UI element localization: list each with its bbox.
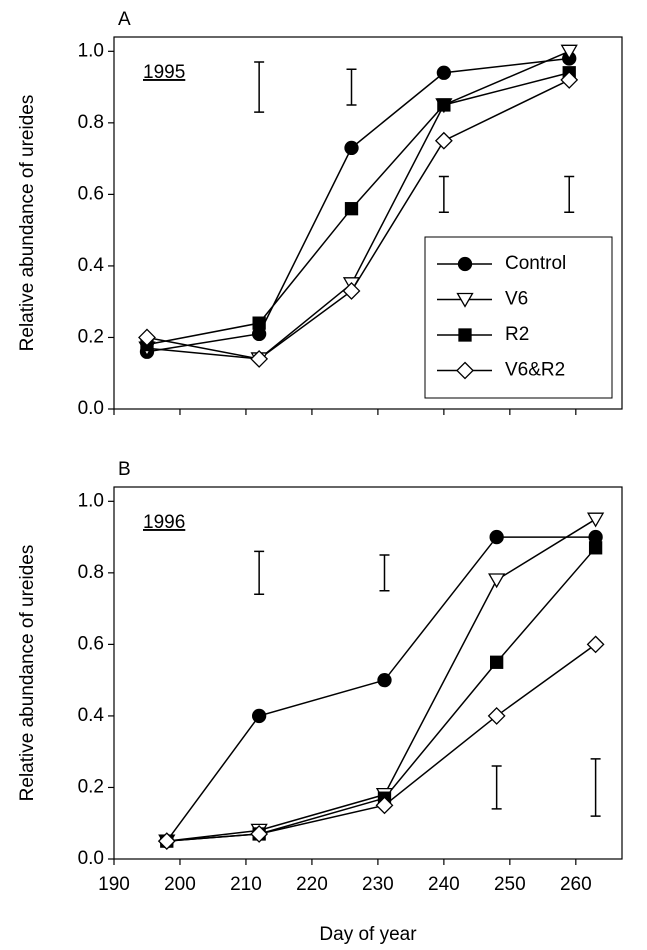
legend-label: Control xyxy=(505,253,566,274)
error-bar xyxy=(590,758,601,817)
marker xyxy=(434,131,453,150)
x-axis-label: Day of year xyxy=(319,924,417,945)
marker xyxy=(251,708,267,724)
marker xyxy=(377,673,392,688)
marker xyxy=(344,140,359,156)
marker xyxy=(487,707,506,725)
marker xyxy=(586,512,605,528)
error-bar xyxy=(438,175,449,214)
error-bar xyxy=(491,765,502,810)
x-tick-label: 200 xyxy=(164,874,196,895)
legend-label: V6 xyxy=(505,289,528,310)
legend-marker xyxy=(456,361,474,380)
plot-frame xyxy=(113,36,623,410)
marker xyxy=(138,328,156,347)
legend-label: V6&R2 xyxy=(505,360,565,381)
x-tick-label: 190 xyxy=(98,874,130,895)
y-tick-label: 0.2 xyxy=(78,776,104,797)
plot-frame xyxy=(113,486,623,860)
legend-marker xyxy=(457,256,473,272)
marker xyxy=(488,573,506,589)
panel-label: B xyxy=(118,459,131,480)
marker xyxy=(489,655,504,669)
y-tick-label: 0.8 xyxy=(78,562,104,583)
marker xyxy=(252,316,266,330)
y-tick-label: 1.0 xyxy=(78,40,104,61)
y-tick-label: 0.0 xyxy=(78,848,104,869)
marker xyxy=(344,202,359,216)
marker xyxy=(157,832,176,851)
marker xyxy=(375,796,394,815)
panel-label: A xyxy=(118,9,131,30)
x-tick-label: 230 xyxy=(362,874,394,895)
marker xyxy=(586,635,605,654)
marker xyxy=(436,65,452,80)
marker xyxy=(560,44,578,60)
marker xyxy=(489,529,504,545)
y-tick-label: 0.0 xyxy=(78,398,104,419)
error-bar xyxy=(346,68,357,106)
error-bar xyxy=(254,61,265,113)
year-label: 1996 xyxy=(143,512,185,533)
y-tick-label: 1.0 xyxy=(78,490,104,511)
error-bar xyxy=(379,554,390,592)
x-tick-label: 220 xyxy=(296,874,328,895)
legend-marker xyxy=(458,328,472,342)
year-label: 1995 xyxy=(143,62,185,83)
y-axis-label: Relative abundance of ureides xyxy=(17,545,38,802)
y-tick-label: 0.8 xyxy=(78,112,104,133)
y-tick-label: 0.4 xyxy=(78,255,105,276)
x-tick-label: 250 xyxy=(494,874,526,895)
marker xyxy=(250,825,269,843)
marker xyxy=(342,282,361,300)
y-axis-label: Relative abundance of ureides xyxy=(17,95,38,352)
error-bar xyxy=(254,550,265,596)
marker xyxy=(437,98,451,112)
x-tick-label: 260 xyxy=(560,874,592,895)
legend-marker xyxy=(456,292,474,308)
marker xyxy=(250,350,269,368)
y-tick-label: 0.2 xyxy=(78,326,104,347)
y-tick-label: 0.6 xyxy=(78,633,104,654)
marker xyxy=(588,541,603,555)
y-tick-label: 0.4 xyxy=(78,705,105,726)
marker xyxy=(560,71,579,89)
y-tick-label: 0.6 xyxy=(78,183,104,204)
x-tick-label: 210 xyxy=(230,874,262,895)
error-bar xyxy=(564,175,575,214)
x-tick-label: 240 xyxy=(428,874,460,895)
legend-label: R2 xyxy=(505,324,529,345)
